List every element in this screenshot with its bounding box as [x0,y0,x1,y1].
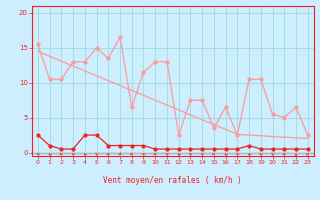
X-axis label: Vent moyen/en rafales ( km/h ): Vent moyen/en rafales ( km/h ) [103,176,242,185]
